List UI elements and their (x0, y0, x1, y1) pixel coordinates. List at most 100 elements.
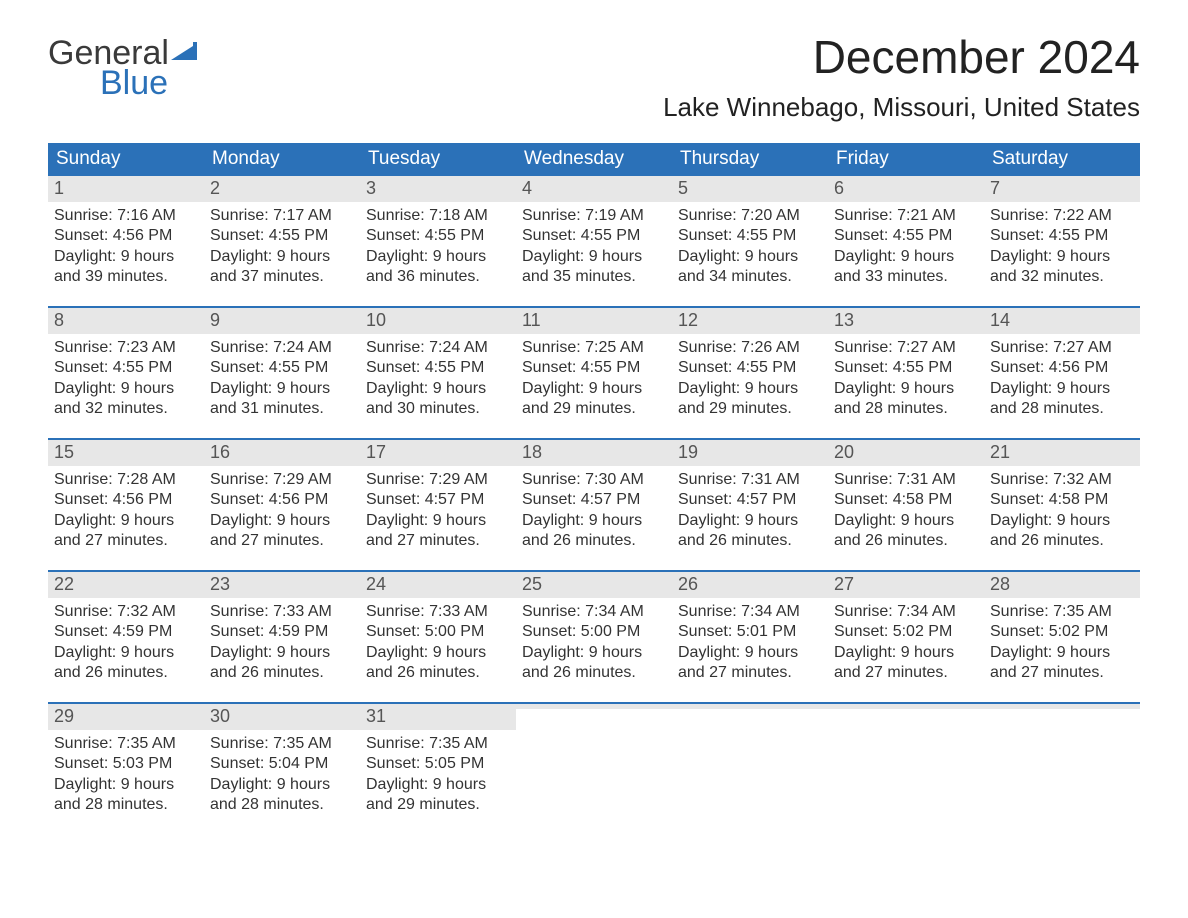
day-number-row: 25 (516, 572, 672, 598)
flag-icon (171, 36, 199, 70)
daylight-line: Daylight: 9 hours and 27 minutes. (54, 511, 198, 552)
day-number-row: 19 (672, 440, 828, 466)
calendar-week: 22Sunrise: 7:32 AMSunset: 4:59 PMDayligh… (48, 570, 1140, 690)
day-number-row: 27 (828, 572, 984, 598)
title-block: December 2024 Lake Winnebago, Missouri, … (663, 30, 1140, 137)
weekday-header: Monday (204, 143, 360, 176)
day-number: 10 (366, 310, 386, 330)
calendar-week: 8Sunrise: 7:23 AMSunset: 4:55 PMDaylight… (48, 306, 1140, 426)
sunrise-line: Sunrise: 7:35 AM (210, 734, 354, 754)
sunrise-line: Sunrise: 7:34 AM (678, 602, 822, 622)
day-number: 6 (834, 178, 844, 198)
daylight-line: Daylight: 9 hours and 26 minutes. (678, 511, 822, 552)
sunrise-line: Sunrise: 7:25 AM (522, 338, 666, 358)
sunset-line: Sunset: 4:57 PM (522, 490, 666, 510)
daylight-line: Daylight: 9 hours and 27 minutes. (834, 643, 978, 684)
weekday-header: Tuesday (360, 143, 516, 176)
day-number-row: 7 (984, 176, 1140, 202)
day-number: 1 (54, 178, 64, 198)
daylight-line: Daylight: 9 hours and 27 minutes. (210, 511, 354, 552)
day-number-row: 23 (204, 572, 360, 598)
weeks-container: 1 Sunrise: 7:16 AM Sunset: 4:56 PM Daylight… (48, 176, 1140, 822)
day-body: Sunrise: 7:21 AMSunset: 4:55 PMDaylight:… (828, 202, 984, 288)
calendar-day: 7Sunrise: 7:22 AMSunset: 4:55 PMDaylight… (984, 176, 1140, 294)
sunrise-line: Sunrise: 7:29 AM (366, 470, 510, 490)
day-number: 13 (834, 310, 854, 330)
sunset-line: Sunset: 4:55 PM (522, 358, 666, 378)
day-number: 15 (54, 442, 74, 462)
sunset-line: Sunset: 5:01 PM (678, 622, 822, 642)
day-body: Sunrise: 7:31 AMSunset: 4:57 PMDaylight:… (672, 466, 828, 552)
day-body: Sunrise: 7:24 AMSunset: 4:55 PMDaylight:… (204, 334, 360, 420)
calendar-day: 21Sunrise: 7:32 AMSunset: 4:58 PMDayligh… (984, 440, 1140, 558)
sunset-line: Sunset: 4:55 PM (522, 226, 666, 246)
daylight-line: Daylight: 9 hours and 27 minutes. (678, 643, 822, 684)
daylight-line: Daylight: 9 hours and 26 minutes. (366, 643, 510, 684)
calendar-day: 2Sunrise: 7:17 AMSunset: 4:55 PMDaylight… (204, 176, 360, 294)
brand-logo: General Blue (48, 30, 199, 100)
sunset-line: Sunset: 4:55 PM (678, 226, 822, 246)
calendar-day: 27 Sunrise: 7:34 AMSunset: 5:02 PMDayligh… (828, 572, 984, 690)
calendar-day: 11Sunrise: 7:25 AMSunset: 4:55 PMDayligh… (516, 308, 672, 426)
daylight-line: Daylight: 9 hours and 26 minutes. (834, 511, 978, 552)
header: General Blue December 2024 Lake Winnebag… (48, 30, 1140, 137)
calendar-day: 20Sunrise: 7:31 AMSunset: 4:58 PMDayligh… (828, 440, 984, 558)
sunrise-line: Sunrise: 7:22 AM (990, 206, 1134, 226)
day-number: 19 (678, 442, 698, 462)
day-number: 30 (210, 706, 230, 726)
calendar-day: 24Sunrise: 7:33 AMSunset: 5:00 PMDayligh… (360, 572, 516, 690)
sunset-line: Sunset: 4:55 PM (366, 226, 510, 246)
day-number-row: 5 (672, 176, 828, 202)
sunrise-line: Sunrise: 7:30 AM (522, 470, 666, 490)
calendar-day: 28Sunrise: 7:35 AMSunset: 5:02 PMDayligh… (984, 572, 1140, 690)
day-number-row: 4 (516, 176, 672, 202)
calendar-day (672, 704, 828, 822)
daylight-line: Daylight: 9 hours and 26 minutes. (990, 511, 1134, 552)
day-body: Sunrise: 7:26 AMSunset: 4:55 PMDaylight:… (672, 334, 828, 420)
weekday-header: Sunday (48, 143, 204, 176)
calendar-day (516, 704, 672, 822)
day-number: 11 (522, 310, 541, 330)
sunset-line: Sunset: 4:56 PM (990, 358, 1134, 378)
calendar-day: 3Sunrise: 7:18 AMSunset: 4:55 PMDaylight… (360, 176, 516, 294)
daylight-line: Daylight: 9 hours and 34 minutes. (678, 247, 822, 288)
calendar-day (828, 704, 984, 822)
calendar-day: 1Sunrise: 7:16 AMSunset: 4:56 PMDaylight… (48, 176, 204, 294)
day-body: Sunrise: 7:34 AMSunset: 5:02 PMDaylight:… (828, 598, 984, 684)
day-number-row: 13 (828, 308, 984, 334)
day-body: Sunrise: 7:18 AMSunset: 4:55 PMDaylight:… (360, 202, 516, 288)
day-body: Sunrise: 7:24 AMSunset: 4:55 PMDaylight:… (360, 334, 516, 420)
calendar-day: 4Sunrise: 7:19 AMSunset: 4:55 PMDaylight… (516, 176, 672, 294)
daylight-line: Daylight: 9 hours and 32 minutes. (54, 379, 198, 420)
calendar-day: 30Sunrise: 7:35 AMSunset: 5:04 PMDayligh… (204, 704, 360, 822)
day-body: Sunrise: 7:22 AMSunset: 4:55 PMDaylight:… (984, 202, 1140, 288)
day-number: 9 (210, 310, 220, 330)
day-number: 2 (210, 178, 220, 198)
sunrise-line: Sunrise: 7:24 AM (366, 338, 510, 358)
daylight-line: Daylight: 9 hours and 27 minutes. (366, 511, 510, 552)
sunrise-line: Sunrise: 7:35 AM (366, 734, 510, 754)
sunrise-line: Sunrise: 7:29 AM (210, 470, 354, 490)
day-number: 21 (990, 442, 1010, 462)
calendar-day (984, 704, 1140, 822)
sunrise-line: Sunrise: 7:16 AM (54, 206, 198, 226)
sunset-line: Sunset: 5:02 PM (990, 622, 1134, 642)
day-number-row: 26 (672, 572, 828, 598)
sunrise-line: Sunrise: 7:28 AM (54, 470, 198, 490)
day-number: 27 (834, 574, 854, 594)
sunset-line: Sunset: 4:55 PM (834, 226, 978, 246)
sunset-line: Sunset: 4:55 PM (990, 226, 1134, 246)
day-number-row: 8 (48, 308, 204, 334)
sunrise-line: Sunrise: 7:34 AM (834, 602, 978, 622)
day-body: Sunrise: 7:23 AMSunset: 4:55 PMDaylight:… (48, 334, 204, 420)
day-number: 12 (678, 310, 698, 330)
calendar-day: 10 Sunrise: 7:24 AMSunset: 4:55 PMDayligh… (360, 308, 516, 426)
day-body: Sunrise: 7:20 AMSunset: 4:55 PMDaylight:… (672, 202, 828, 288)
day-body: Sunrise: 7:27 AMSunset: 4:55 PMDaylight:… (828, 334, 984, 420)
sunrise-line: Sunrise: 7:27 AM (990, 338, 1134, 358)
day-number: 25 (522, 574, 542, 594)
calendar-day: 23Sunrise: 7:33 AMSunset: 4:59 PMDayligh… (204, 572, 360, 690)
sunrise-line: Sunrise: 7:26 AM (678, 338, 822, 358)
calendar-day: 25Sunrise: 7:34 AMSunset: 5:00 PMDayligh… (516, 572, 672, 690)
daylight-line: Daylight: 9 hours and 26 minutes. (522, 643, 666, 684)
